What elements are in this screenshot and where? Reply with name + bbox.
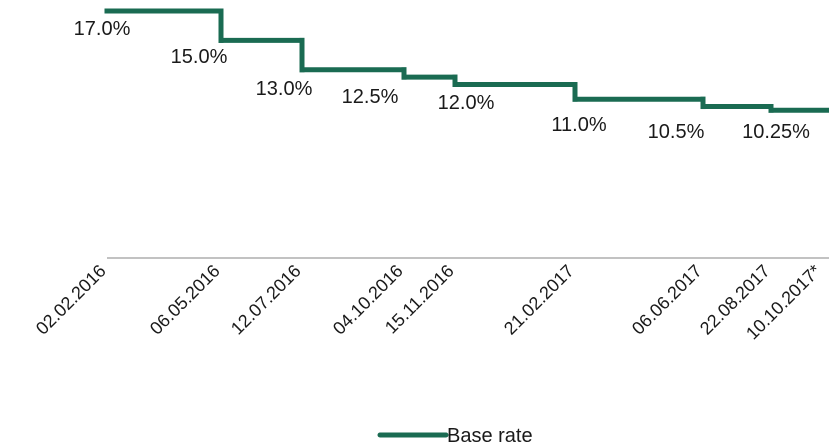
data-label: 11.0% xyxy=(551,114,606,136)
x-tick-label: 06.05.2016 xyxy=(146,261,224,339)
x-tick-label: 12.07.2016 xyxy=(227,261,305,339)
data-label: 13.0% xyxy=(256,78,313,100)
legend: Base rate xyxy=(377,425,533,446)
data-label: 15.0% xyxy=(171,46,228,68)
x-tick-label: 06.06.2017 xyxy=(628,261,706,339)
x-tick-label: 21.02.2017 xyxy=(500,261,578,339)
data-label: 12.0% xyxy=(438,92,495,114)
data-label: 17.0% xyxy=(74,18,131,40)
data-label: 10.5% xyxy=(648,121,705,143)
data-label: 12.5% xyxy=(342,86,399,108)
x-tick-label: 02.02.2016 xyxy=(32,261,110,339)
legend-label: Base rate xyxy=(447,425,533,446)
data-label: 10.25% xyxy=(742,121,810,143)
